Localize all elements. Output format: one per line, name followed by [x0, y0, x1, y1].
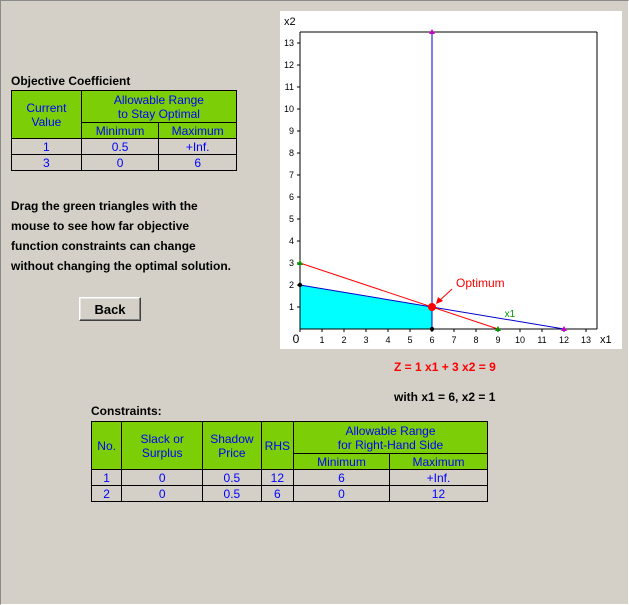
cell-shadow: 0.5: [202, 469, 262, 486]
lp-graph[interactable]: 0 1 2 3 4 5 6 7 8 9 10 11 12 1312345678910111213x1x2 …: [280, 11, 622, 349]
y-tick-label: 12: [284, 60, 294, 70]
y-tick-label: 13: [284, 38, 294, 48]
x-tick-label: 3: [363, 335, 368, 345]
x-tick-label: 8: [473, 335, 478, 345]
cell-max: 12: [388, 485, 489, 502]
table-row: 1 0 0.5 12 6 +Inf.: [90, 469, 489, 486]
drag-handle-triangle[interactable]: [561, 326, 567, 331]
y-tick-label: 7: [289, 170, 294, 180]
header-maximum: Maximum: [158, 122, 237, 139]
x-tick-label: 6: [429, 335, 434, 345]
cell-min: 0.5: [80, 138, 160, 155]
header-maximum: Maximum: [388, 453, 489, 470]
x-tick-label: 1: [319, 335, 324, 345]
y-tick-label: 2: [289, 280, 294, 290]
header-range-line1: Allowable Range: [113, 92, 204, 107]
graph-handles[interactable]: [297, 29, 567, 332]
graph-labels: Optimum x1: [428, 276, 516, 320]
instruction-line-1: Drag the green triangles with the: [11, 199, 198, 213]
header-rhs-range: Allowable Range for Right-Hand Side: [293, 421, 488, 454]
x-tick-label: 10: [515, 335, 525, 345]
back-button[interactable]: Back: [79, 297, 141, 321]
objective-equation: Z = 1 x1 + 3 x2 = 9: [394, 360, 496, 374]
constraints-table: No. Slack or Surplus Shadow Price RHS Al…: [90, 421, 489, 502]
cell-slack: 0: [121, 469, 204, 486]
drag-handle-triangle[interactable]: [495, 326, 501, 331]
header-no: No.: [90, 421, 123, 470]
table-row: 1 0.5 +Inf.: [11, 138, 237, 155]
x-tick-label: 13: [581, 335, 591, 345]
y-tick-label: 5: [289, 214, 294, 224]
x-tick-label: 7: [451, 335, 456, 345]
x-tick-label: 11: [537, 335, 546, 345]
y-axis-label: x2: [284, 16, 296, 28]
optimum-arrowhead: [436, 297, 443, 304]
optimum-point: [428, 303, 436, 311]
cell-current: 1: [11, 138, 82, 155]
header-range-line2: to Stay Optimal: [117, 106, 200, 121]
cell-current: 3: [11, 154, 82, 171]
header-slack: Slack or Surplus: [121, 421, 204, 470]
header-slack-line1: Slack or: [140, 431, 184, 446]
objective-title: Objective Coefficient: [11, 74, 131, 88]
drag-handle-triangle[interactable]: [429, 29, 435, 34]
cell-max: 6: [158, 154, 237, 171]
x-tick-label: 9: [495, 335, 500, 345]
feasible-region: [300, 285, 432, 329]
optimum-label: Optimum: [456, 276, 505, 290]
cell-shadow: 0.5: [202, 485, 262, 502]
cell-rhs: 12: [260, 469, 295, 486]
y-tick-label: 9: [289, 126, 294, 136]
y-tick-label: 10: [284, 104, 294, 114]
cell-rhs: 6: [260, 485, 295, 502]
header-allowable-range: Allowable Range to Stay Optimal: [80, 90, 238, 123]
y-tick-label: 3: [289, 258, 294, 268]
constraints-title: Constraints:: [91, 404, 162, 418]
x-tick-label: 12: [559, 335, 569, 345]
x-tick-label: 0: [293, 332, 300, 346]
header-shadow-line2: Price: [218, 445, 246, 460]
objective-line: [299, 262, 499, 330]
instruction-line-2: mouse to see how far objective: [11, 219, 190, 233]
x-tick-label: 5: [407, 335, 412, 345]
header-rhs-range-line2: for Right-Hand Side: [337, 437, 444, 452]
y-tick-label: 6: [289, 192, 294, 202]
y-tick-label: 11: [285, 82, 294, 92]
table-row: 2 0 0.5 6 0 12: [90, 485, 489, 502]
header-shadow: Shadow Price: [202, 421, 262, 470]
table-row: 3 0 6: [11, 154, 237, 171]
cell-min: 6: [293, 469, 390, 486]
header-minimum: Minimum: [80, 122, 160, 139]
header-rhs-range-line1: Allowable Range: [345, 423, 436, 438]
y-tick-label: 8: [289, 148, 294, 158]
y-tick-label: 4: [289, 236, 294, 246]
drag-handle-triangle[interactable]: [297, 260, 303, 265]
instruction-line-3: function constraints can change: [11, 239, 196, 253]
cell-slack: 0: [121, 485, 204, 502]
instructions: Drag the green triangles with the mouse …: [11, 196, 271, 276]
x-axis-label: x1: [600, 334, 612, 346]
cell-no: 2: [90, 485, 123, 502]
x-tick-label: 2: [341, 335, 346, 345]
instruction-line-4: without changing the optimal solution.: [11, 259, 231, 273]
objective-table: Current Value Allowable Range to Stay Op…: [11, 90, 238, 171]
header-shadow-line1: Shadow: [210, 431, 254, 446]
header-current-value-label: Current Value: [26, 100, 67, 129]
objective-line-label: x1: [505, 309, 516, 320]
corner-point-dot: [429, 326, 435, 332]
cell-max: +Inf.: [388, 469, 489, 486]
corner-point-dot: [297, 282, 303, 288]
cell-max: +Inf.: [158, 138, 237, 155]
solution-text: with x1 = 6, x2 = 1: [394, 390, 496, 404]
y-tick-label: 1: [289, 302, 294, 312]
header-rhs: RHS: [260, 421, 295, 470]
x-tick-label: 4: [385, 335, 390, 345]
cell-min: 0: [293, 485, 390, 502]
header-minimum: Minimum: [293, 453, 390, 470]
header-current-value: Current Value: [11, 90, 82, 139]
cell-min: 0: [80, 154, 160, 171]
cell-no: 1: [90, 469, 123, 486]
header-slack-line2: Surplus: [141, 445, 183, 460]
